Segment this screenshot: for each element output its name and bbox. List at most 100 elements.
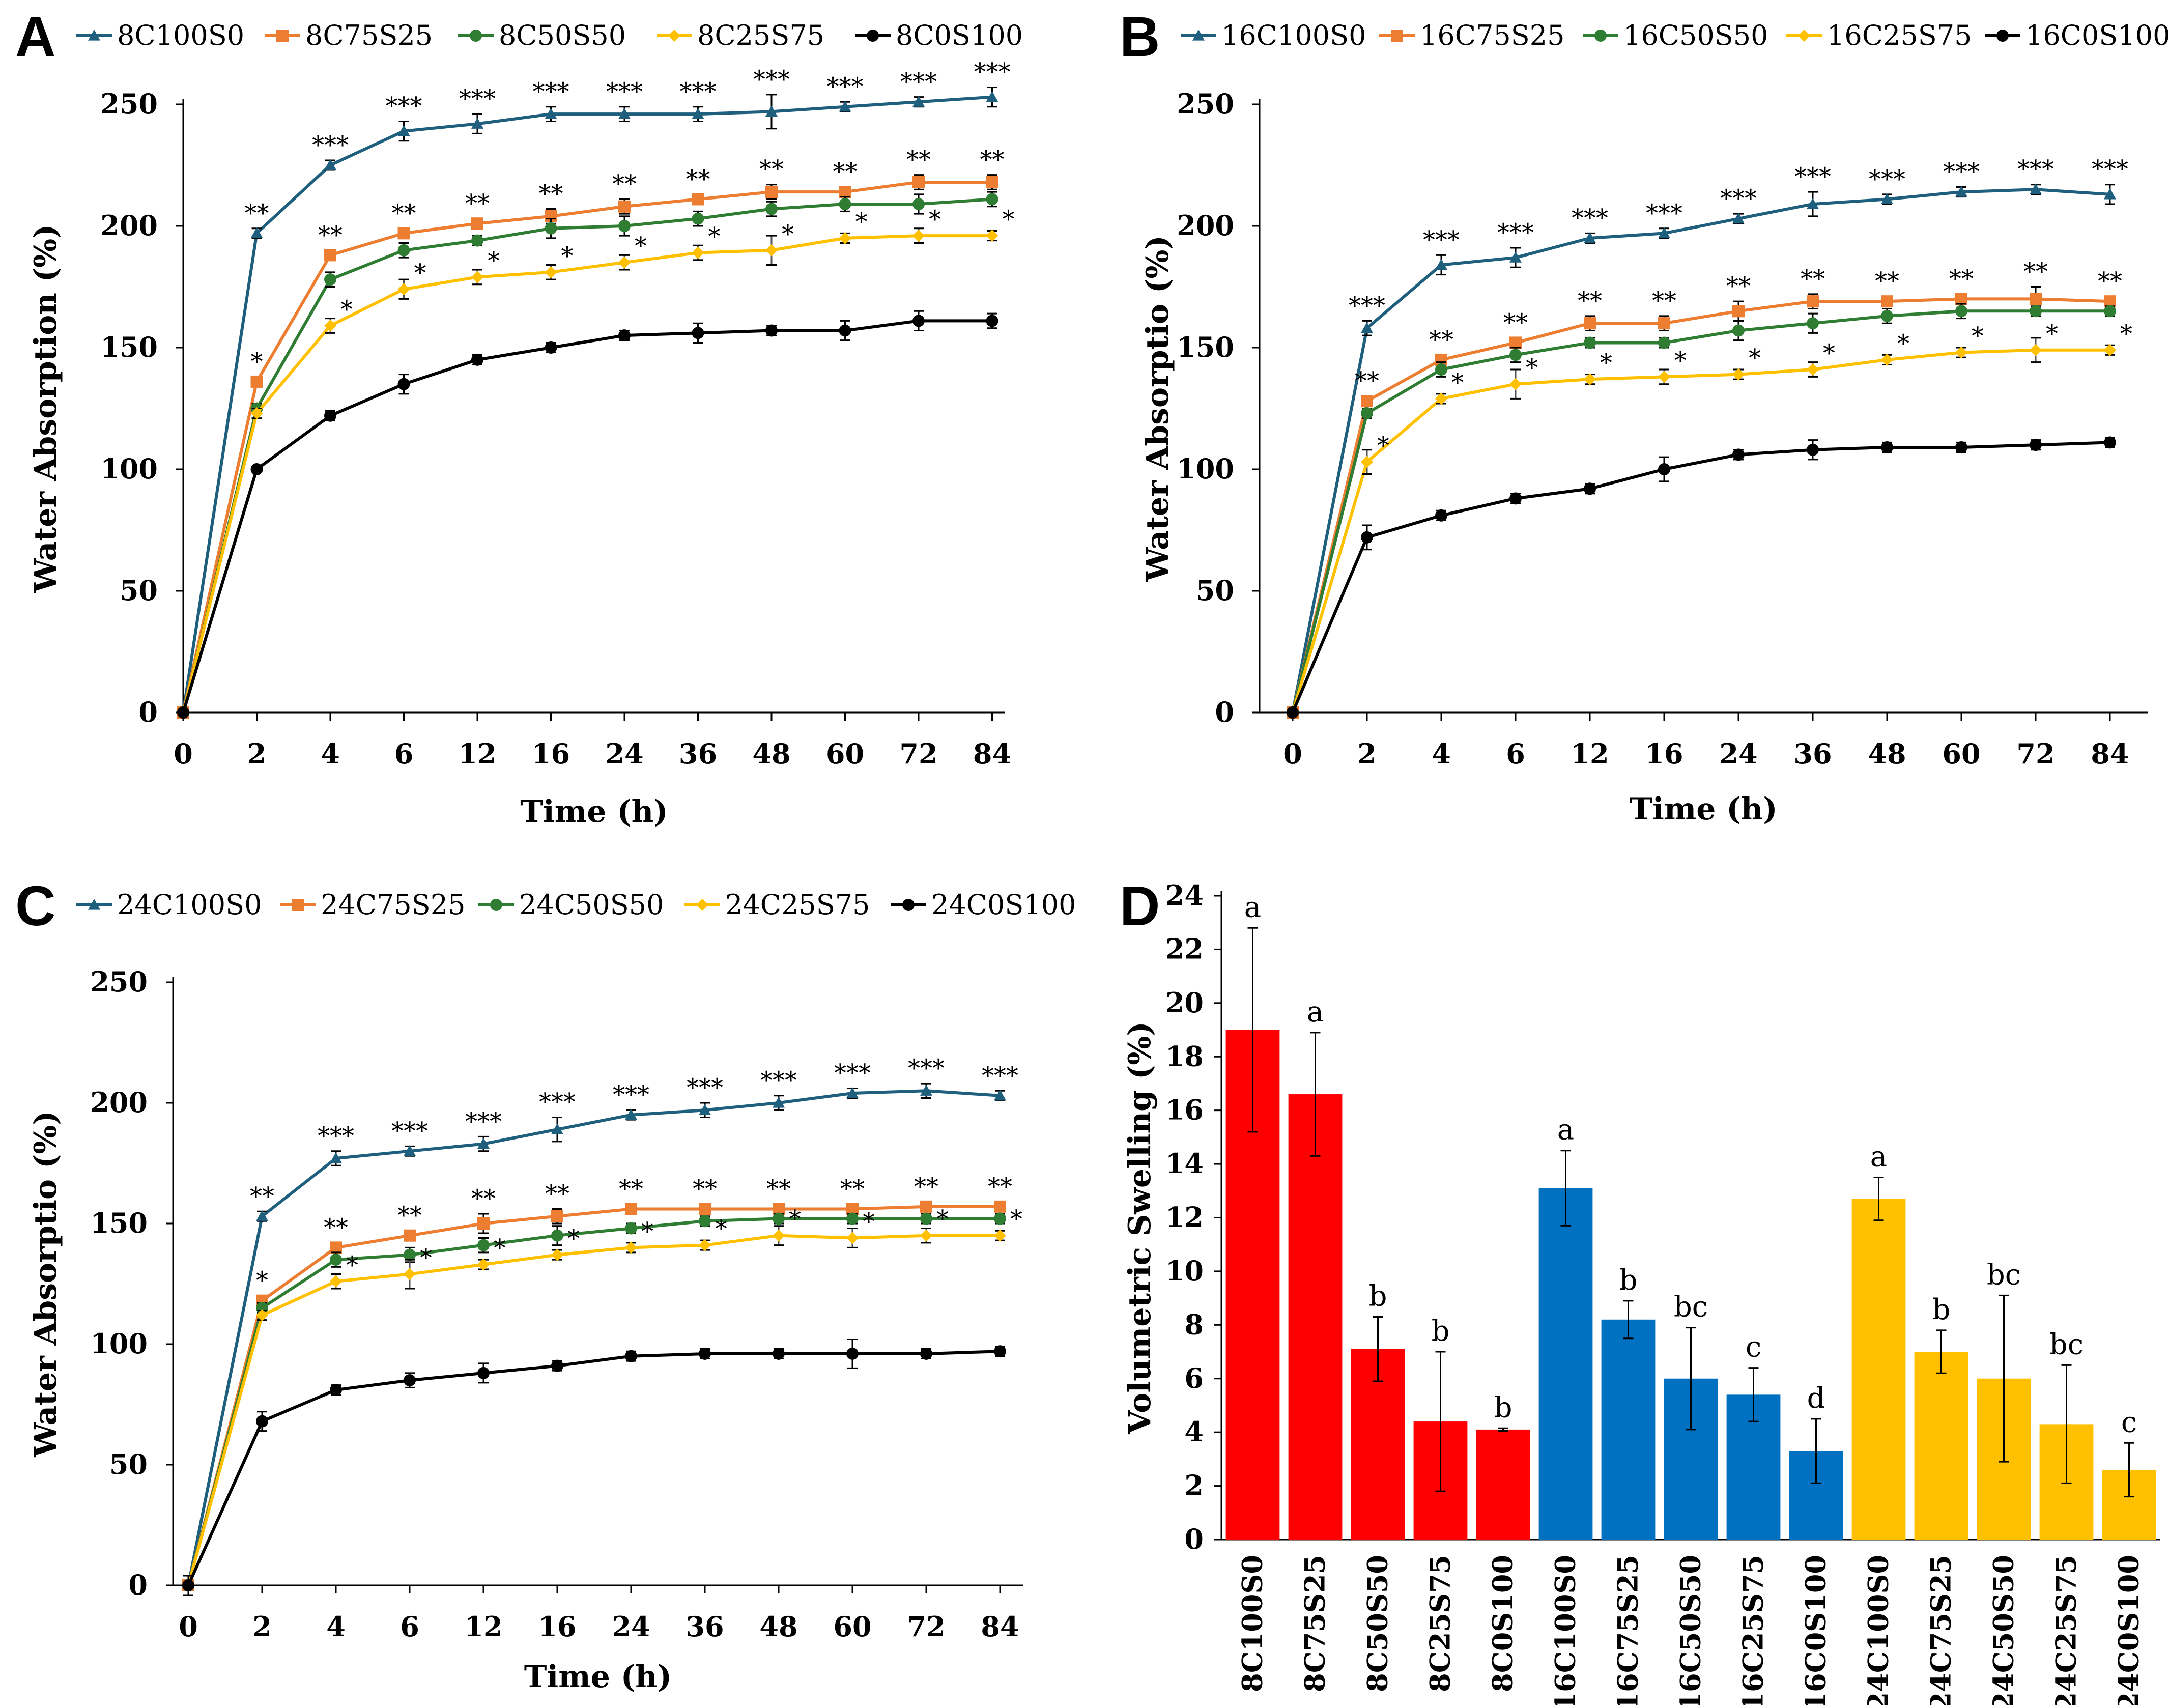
- data-point: [1584, 482, 1596, 495]
- x-tick-label: 2: [252, 1610, 272, 1643]
- legend-label: 8C0S100: [896, 19, 1023, 51]
- series-24C0S100: [182, 1339, 1006, 1596]
- data-point: [699, 1347, 711, 1360]
- significance-label: *: [929, 205, 941, 234]
- data-point: [1881, 193, 1893, 205]
- legend-entry: 16C0S100: [1985, 19, 2169, 51]
- series-8C50S50: [177, 191, 998, 719]
- bar-24C100S0: [1851, 1199, 1906, 1540]
- data-point: [404, 1268, 416, 1280]
- series-line: [187, 1217, 1000, 1586]
- significance-label: **: [1801, 265, 1825, 293]
- data-point: [330, 1254, 342, 1266]
- series-8C0S100: [177, 310, 998, 719]
- significance-letter: a: [1557, 1114, 1574, 1147]
- significance-label: *: [340, 295, 353, 324]
- significance-letter: bc: [1987, 1258, 2021, 1291]
- significance-letter: b: [1619, 1264, 1638, 1297]
- data-point: [2030, 305, 2042, 318]
- significance-label: **: [1875, 267, 1899, 296]
- x-tick-label: 84: [973, 737, 1011, 770]
- data-point: [2104, 344, 2116, 356]
- significance-label: **: [759, 155, 784, 184]
- significance-label: *: [2120, 320, 2132, 348]
- legend-entry: 16C25S75: [1786, 19, 1972, 51]
- legend-marker: [276, 30, 289, 42]
- y-tick-label: 100: [90, 1327, 148, 1360]
- data-point: [618, 256, 631, 269]
- data-point: [625, 1241, 637, 1254]
- data-point: [2030, 183, 2042, 194]
- series-8C25S75: ** * * * * * * * *: [177, 205, 1015, 719]
- significance-label: **: [1429, 325, 1453, 354]
- series-line: [187, 1089, 1001, 1586]
- significance-label: *: [641, 1217, 653, 1245]
- legend-label: 16C75S25: [1420, 19, 1564, 51]
- data-point: [986, 230, 998, 242]
- significance-label: ***: [386, 92, 422, 120]
- data-point: [2104, 436, 2116, 449]
- y-tick-label: 6: [1184, 1362, 1204, 1394]
- y-tick-label: 250: [1177, 88, 1234, 120]
- data-point: [692, 212, 704, 225]
- data-point: [551, 1123, 563, 1134]
- y-tick-label: 18: [1165, 1040, 1204, 1072]
- series-line: [182, 197, 992, 713]
- significance-label: **: [397, 1201, 422, 1230]
- significance-label: **: [392, 199, 416, 227]
- series-16C100S0: ****** ****** ********* *** *** *** ***: [1287, 155, 2128, 718]
- significance-letter: a: [1244, 891, 1261, 924]
- significance-label: **: [250, 1182, 274, 1210]
- data-point: [1361, 407, 1373, 420]
- data-point: [404, 1248, 416, 1261]
- significance-label: ***: [1497, 218, 1534, 247]
- data-point: [1955, 346, 1967, 359]
- y-tick-label: 22: [1165, 932, 1204, 965]
- legend-entry: 24C50S50: [478, 889, 664, 921]
- data-point: [330, 1152, 342, 1163]
- y-tick-label: 12: [1165, 1201, 1204, 1234]
- data-point: [1732, 324, 1745, 337]
- data-point: [1658, 463, 1670, 475]
- data-point: [545, 222, 557, 235]
- significance-label: ***: [1720, 184, 1757, 213]
- x-tick-label: 36: [1793, 737, 1832, 770]
- data-point: [1881, 441, 1893, 453]
- significance-label: *: [1897, 329, 1909, 358]
- significance-label: ***: [680, 77, 717, 106]
- significance-label: *: [420, 1244, 432, 1272]
- data-point: [839, 100, 851, 112]
- significance-label: ***: [687, 1073, 723, 1102]
- data-point: [699, 1215, 711, 1228]
- legend-marker: [88, 30, 100, 41]
- y-tick-label: 150: [1177, 331, 1234, 363]
- data-point: [1509, 251, 1522, 263]
- legend-label: 16C25S75: [1827, 19, 1972, 51]
- x-tick-label: 72: [2016, 737, 2054, 770]
- legend-entry: 8C0S100: [855, 19, 1023, 51]
- data-point: [1584, 317, 1596, 330]
- significance-label: *: [256, 1266, 268, 1295]
- x-tick-label: 24: [1719, 737, 1757, 770]
- legend-entry: 8C100S0: [76, 19, 244, 51]
- data-point: [404, 1145, 416, 1156]
- data-point: [1807, 317, 1819, 330]
- y-tick-label: 250: [100, 88, 158, 120]
- legend-entry: 8C50S50: [458, 19, 626, 51]
- y-axis-title: Water Absorption (%): [28, 224, 64, 593]
- series-24C50S50: [182, 1212, 1006, 1596]
- significance-label: *: [414, 259, 426, 287]
- significance-label: ***: [1349, 291, 1385, 320]
- x-tick-label: 16: [538, 1610, 576, 1643]
- data-point: [1732, 305, 1745, 318]
- data-point: [912, 197, 925, 210]
- data-point: [256, 1309, 268, 1322]
- data-point: [1881, 353, 1893, 366]
- significance-label: ***: [613, 1080, 649, 1109]
- data-point: [256, 1210, 268, 1221]
- legend-label: 24C25S75: [725, 889, 870, 921]
- data-point: [920, 1200, 932, 1213]
- legend-entry: 24C25S75: [684, 889, 870, 921]
- data-point: [846, 1232, 859, 1244]
